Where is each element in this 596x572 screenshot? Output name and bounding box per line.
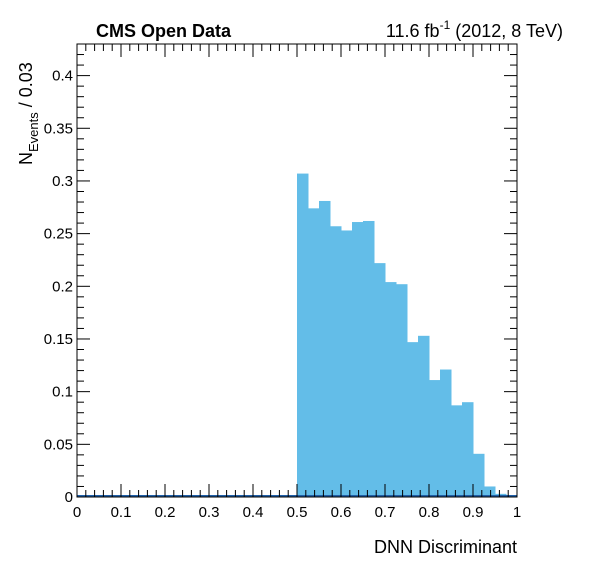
x-tick-label: 0.1	[111, 504, 132, 521]
histogram-bar	[462, 402, 474, 497]
histogram-bar	[363, 220, 375, 497]
luminosity-suffix: (2012, 8 TeV)	[450, 21, 563, 41]
histogram-bar	[374, 263, 386, 497]
x-tick-label: 0.3	[199, 504, 220, 521]
x-tick-label: 0	[73, 504, 81, 521]
experiment-label: CMS Open Data	[96, 21, 232, 41]
y-tick-label: 0	[65, 489, 73, 506]
x-tick-label: 0.5	[287, 504, 308, 521]
x-tick-label: 1	[513, 504, 521, 521]
x-tick-label: 0.7	[375, 504, 396, 521]
x-tick-label: 0.4	[243, 504, 264, 521]
x-tick-label: 0.6	[331, 504, 352, 521]
y-axis-title: NEvents / 0.03	[16, 62, 41, 165]
axis-ticks	[76, 43, 518, 498]
histogram-bar	[451, 405, 463, 497]
x-tick-label: 0.8	[419, 504, 440, 521]
histogram-bar	[440, 369, 452, 497]
histogram-bar	[473, 453, 485, 497]
histogram-bars	[297, 173, 507, 498]
y-tick-label: 0.35	[44, 120, 73, 137]
histogram-bar	[319, 200, 331, 497]
histogram-bar	[418, 335, 430, 497]
y-tick-label: 0.15	[44, 331, 73, 348]
y-tick-label: 0.1	[52, 384, 73, 401]
plot-frame	[76, 43, 518, 498]
histogram-bar	[396, 284, 408, 497]
histogram-bar	[297, 173, 309, 497]
y-tick-label: 0.2	[52, 278, 73, 295]
y-tick-label: 0.25	[44, 226, 73, 243]
histogram-bar	[385, 282, 397, 497]
histogram-bar	[341, 230, 353, 497]
x-tick-label: 0.9	[463, 504, 484, 521]
y-axis-title-main: N	[16, 152, 36, 165]
y-tick-label: 0.05	[44, 436, 73, 453]
x-tick-label: 0.2	[155, 504, 176, 521]
luminosity-value: 11.6 fb	[386, 21, 440, 41]
histogram-bar	[330, 226, 342, 498]
x-tick-labels: 0 0.1 0.2 0.3 0.4 0.5 0.6 0.7 0.8 0.9 1	[73, 504, 521, 521]
x-axis-title: DNN Discriminant	[374, 537, 517, 557]
luminosity-exponent: -1	[440, 18, 451, 32]
y-tick-labels: 0 0.05 0.1 0.15 0.2 0.25 0.3 0.35 0.4	[44, 68, 73, 506]
histogram-bar	[429, 380, 441, 497]
histogram-bar	[352, 222, 364, 497]
y-tick-label: 0.3	[52, 173, 73, 190]
luminosity-label: 11.6 fb-1 (2012, 8 TeV)	[386, 18, 563, 41]
histogram-bar	[484, 486, 496, 497]
histogram-bar	[308, 208, 320, 498]
histogram-bar	[407, 342, 419, 497]
y-axis-title-suffix: / 0.03	[16, 62, 36, 112]
y-tick-label: 0.4	[52, 68, 73, 85]
y-axis-title-subscript: Events	[26, 112, 41, 152]
